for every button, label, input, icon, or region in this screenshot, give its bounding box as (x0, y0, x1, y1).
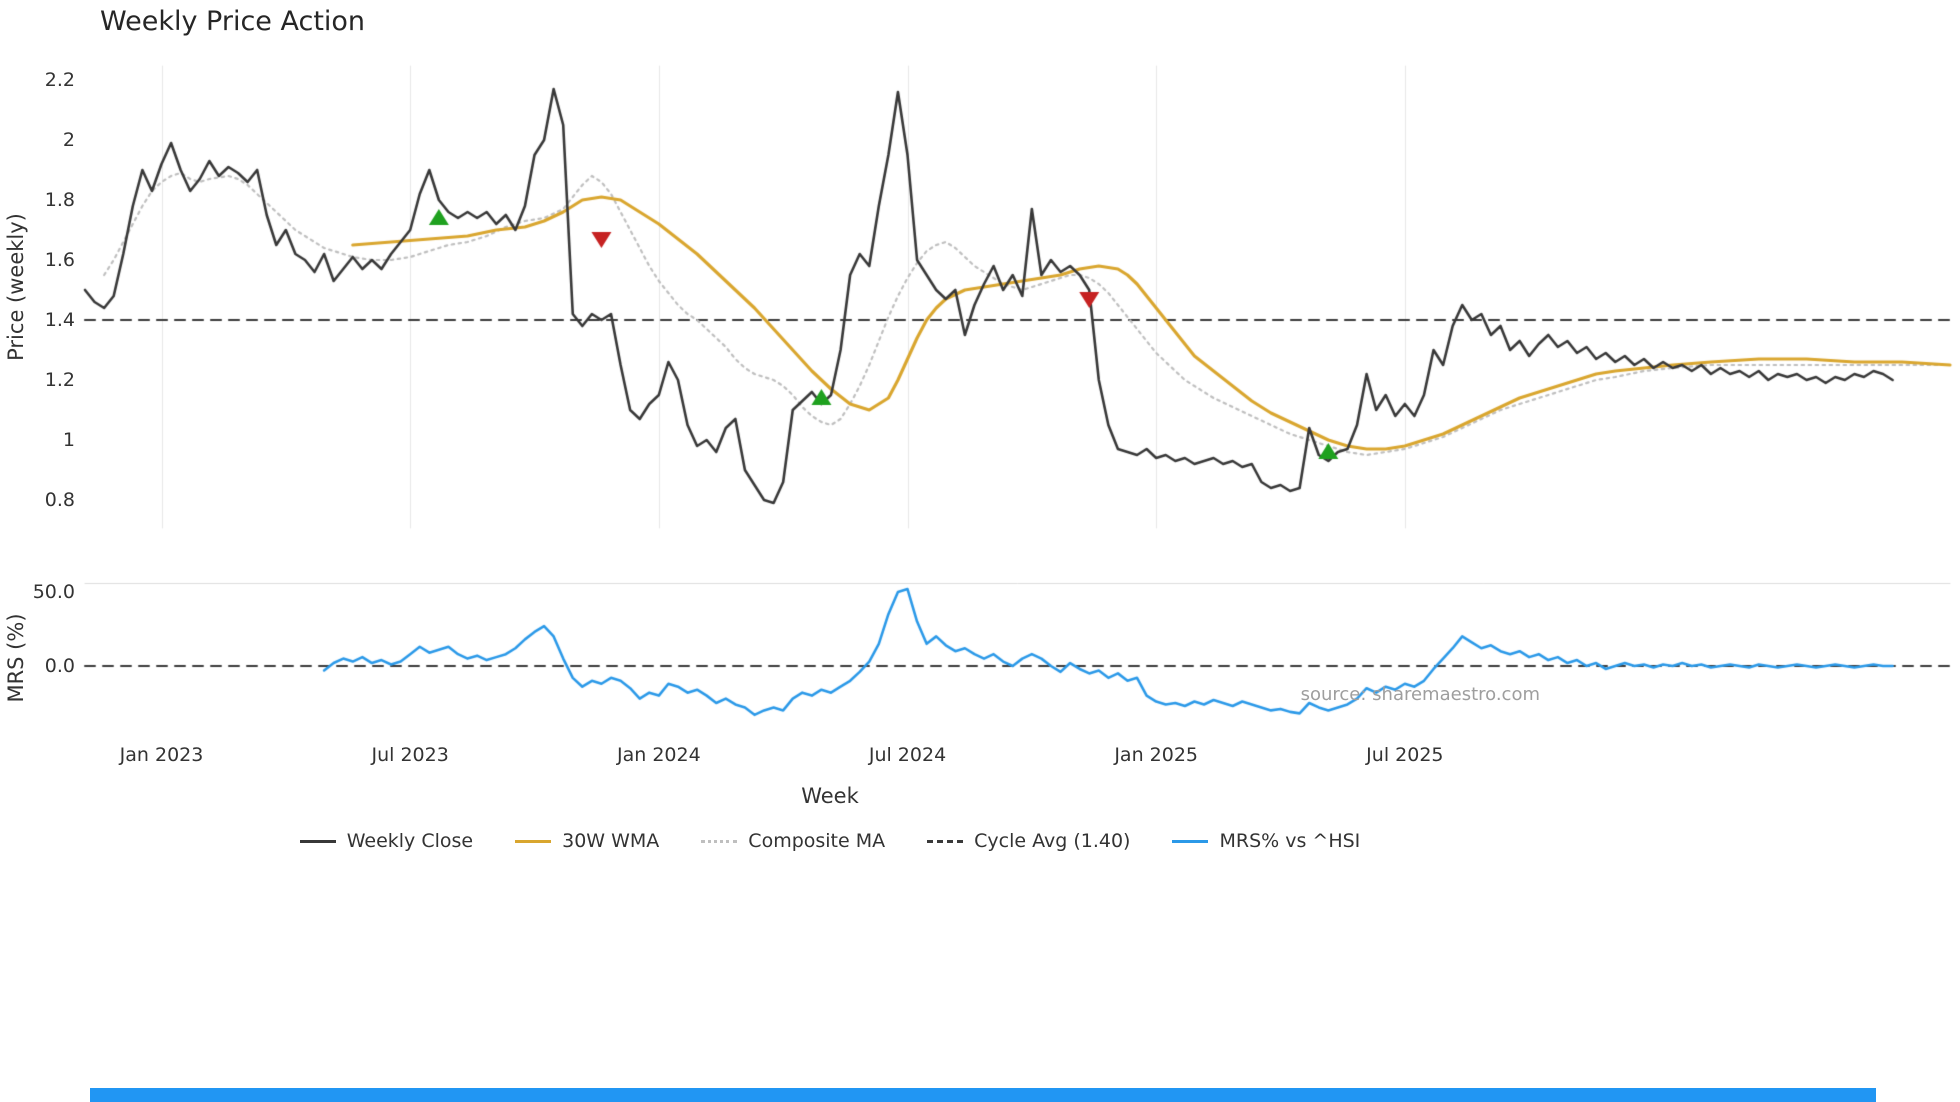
x-tick-label: Jul 2025 (1366, 744, 1444, 766)
price-tick-label: 1.4 (44, 309, 75, 331)
footer-accent-bar (90, 1088, 1876, 1102)
legend-line-sample (927, 839, 964, 843)
x-tick-label: Jan 2024 (617, 744, 701, 766)
legend-label: Composite MA (748, 830, 886, 852)
legend-item: MRS% vs ^HSI (1172, 830, 1360, 852)
legend-line-sample (701, 839, 738, 843)
legend-item: 30W WMA (515, 830, 659, 852)
legend-line-sample (515, 839, 552, 843)
price-axis-label: Price (weekly) (4, 213, 28, 361)
mrs-tick-label: 0.0 (44, 655, 75, 677)
legend-label: Weekly Close (346, 830, 474, 852)
legend: Weekly Close 30W WMA Composite MA Cycle Avg… (0, 830, 1660, 852)
source-note: source: sharemaestro.com (1300, 684, 1540, 705)
price-tick-label: 1.6 (44, 249, 75, 271)
legend-item: Cycle Avg (1.40) (927, 830, 1130, 852)
legend-label: MRS% vs ^HSI (1219, 830, 1361, 852)
price-tick-label: 2.2 (44, 69, 75, 91)
x-tick-label: Jan 2025 (1114, 744, 1199, 766)
price-tick-label: 1 (62, 429, 75, 451)
legend-line-sample (1172, 839, 1209, 843)
mrs-tick-label: 50.0 (32, 581, 75, 603)
x-axis-label: Week (801, 784, 859, 808)
legend-label: 30W WMA (562, 830, 660, 852)
legend-item: Composite MA (701, 830, 885, 852)
legend-label: Cycle Avg (1.40) (974, 830, 1131, 852)
x-tick-label: Jan 2023 (119, 744, 204, 766)
price-tick-label: 0.8 (44, 489, 75, 511)
price-tick-label: 2 (62, 129, 75, 151)
legend-line-sample (299, 839, 336, 843)
chart-title: Weekly Price Action (100, 6, 366, 37)
x-tick-label: Jul 2023 (371, 744, 449, 766)
legend-item: Weekly Close (299, 830, 474, 852)
price-tick-label: 1.8 (44, 189, 75, 211)
x-tick-label: Jul 2024 (868, 744, 947, 766)
price-tick-label: 1.2 (44, 369, 75, 391)
